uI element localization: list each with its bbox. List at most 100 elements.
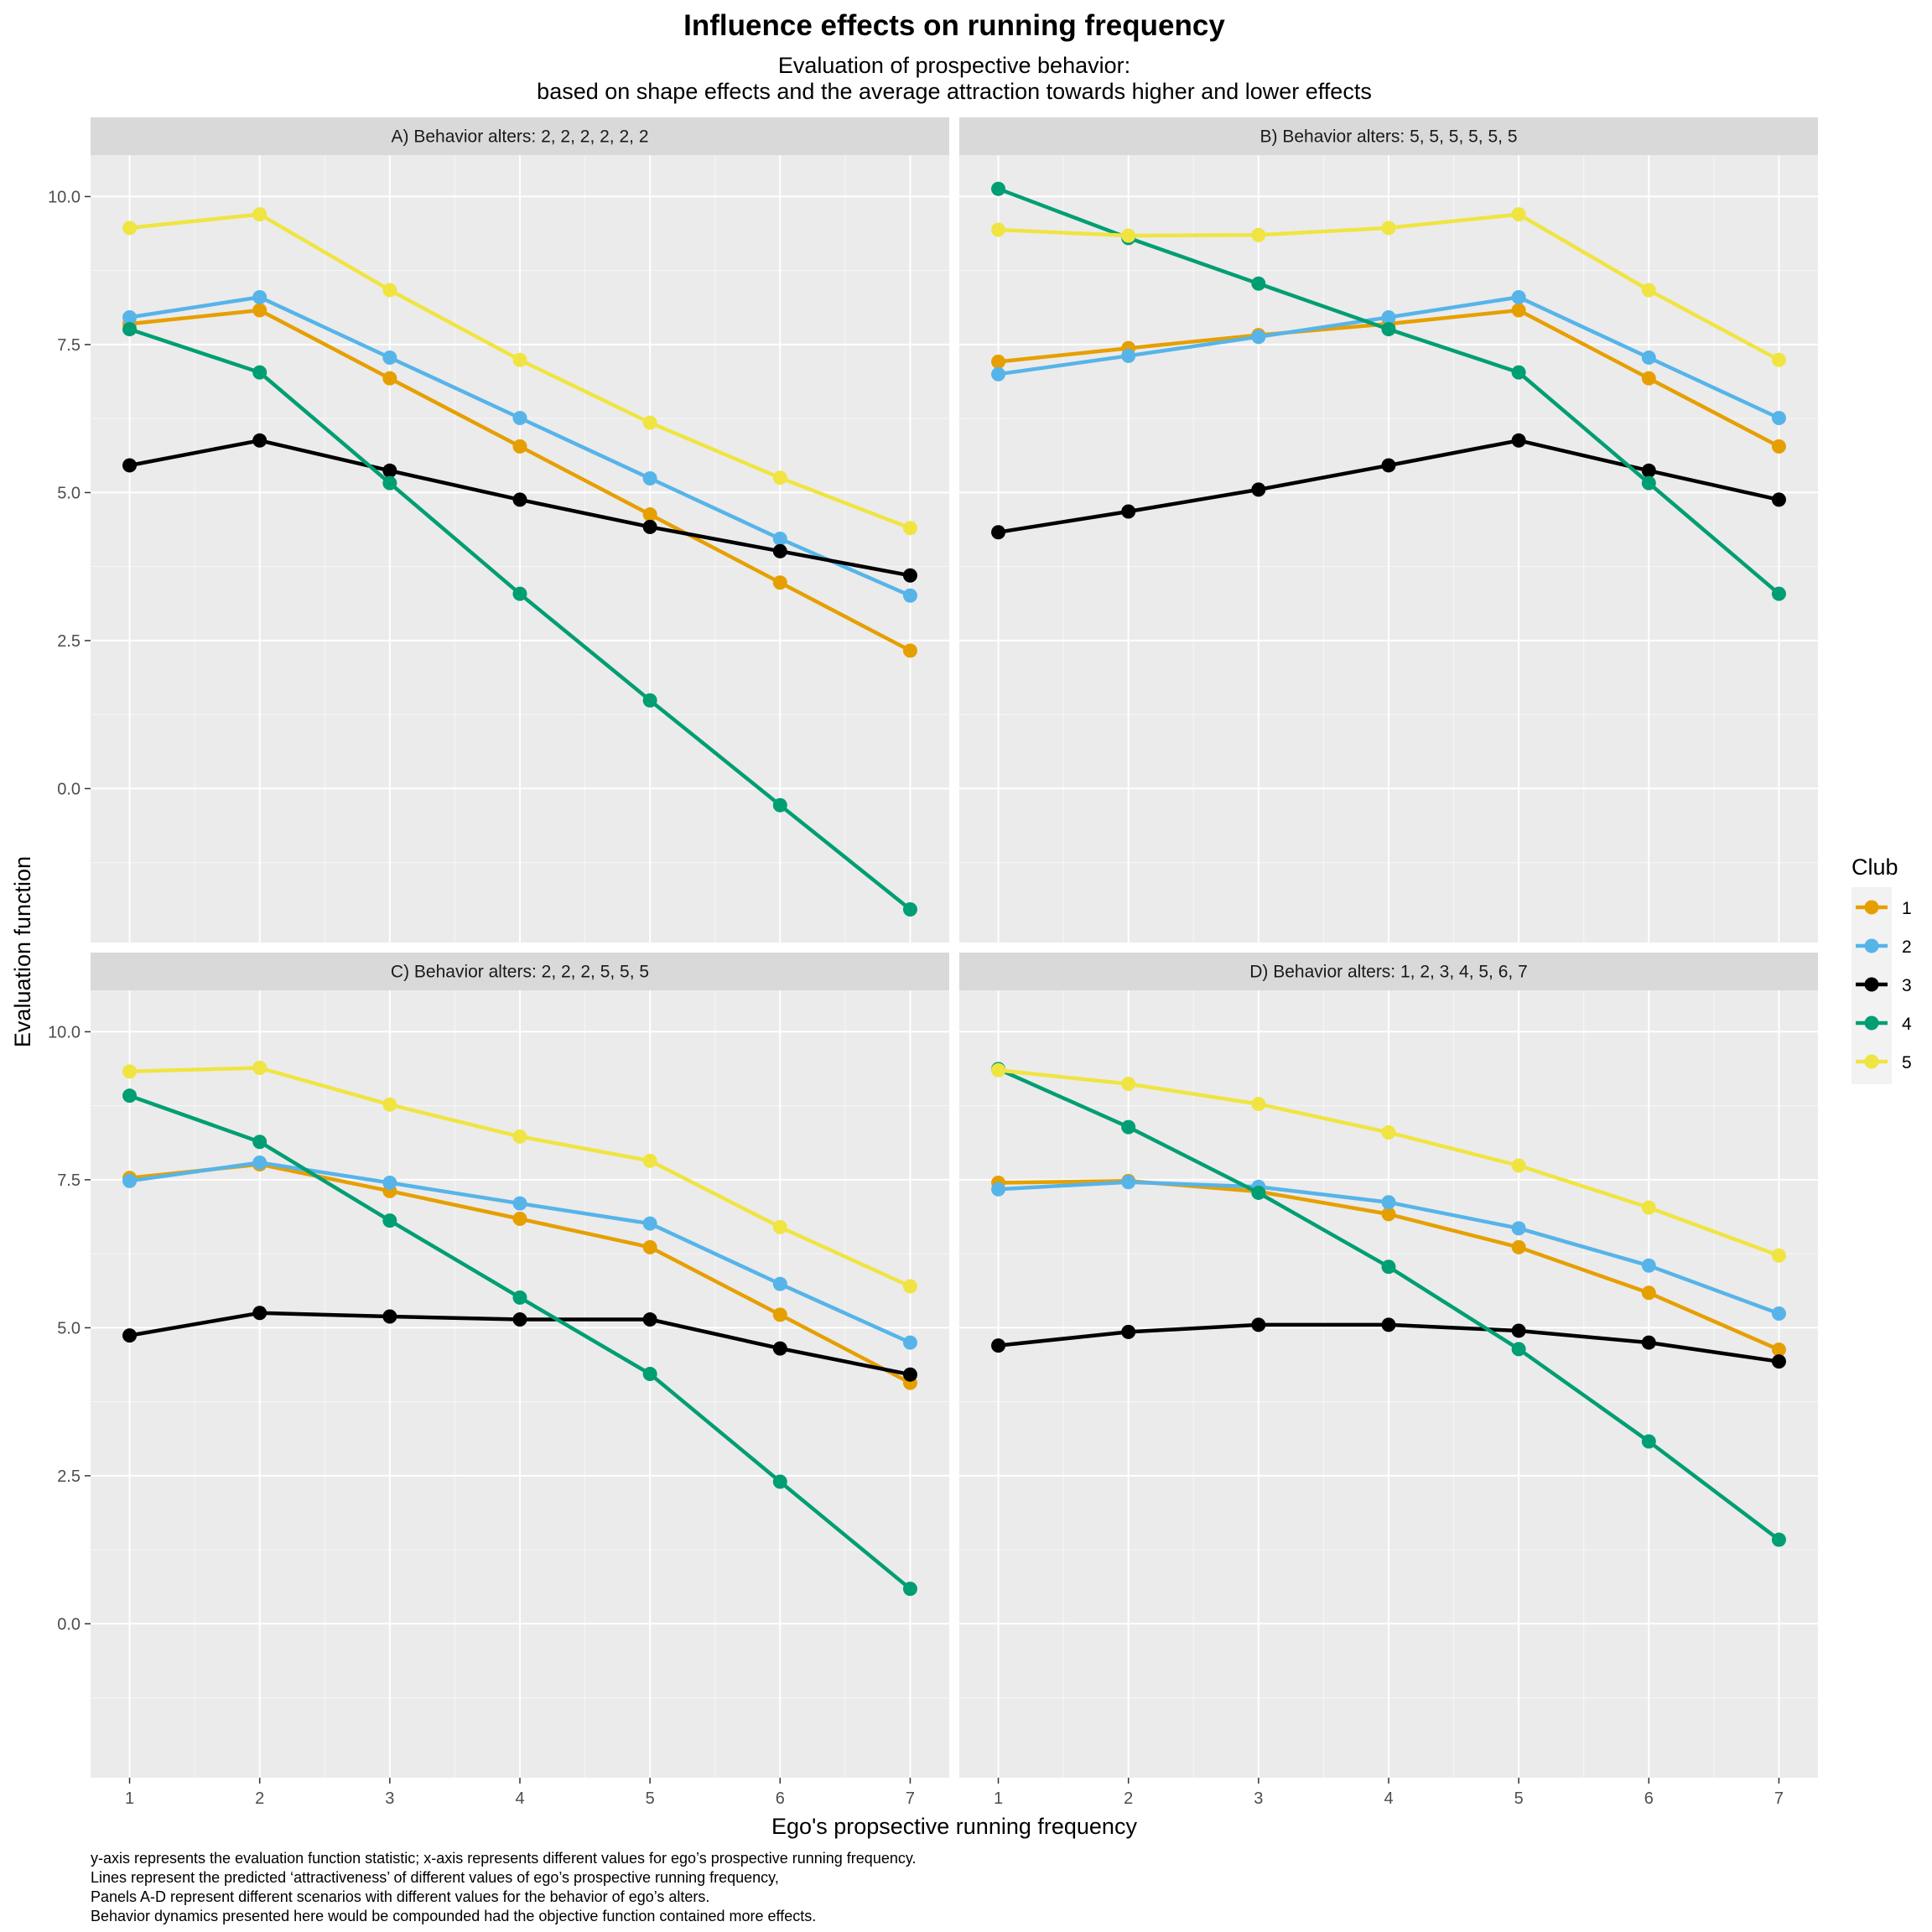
data-point-club-4 bbox=[902, 901, 917, 917]
data-point-club-4 bbox=[772, 1474, 787, 1489]
legend-key-point bbox=[1864, 1015, 1879, 1031]
data-point-club-3 bbox=[1121, 1324, 1136, 1339]
data-point-club-4 bbox=[1771, 1532, 1786, 1547]
data-point-club-2 bbox=[1641, 350, 1656, 365]
caption: y-axis represents the evaluation functio… bbox=[91, 1850, 917, 1924]
data-point-club-2 bbox=[1381, 309, 1396, 325]
x-tick-label: 2 bbox=[255, 1789, 264, 1808]
data-point-club-5 bbox=[1251, 1097, 1266, 1112]
data-point-club-2 bbox=[252, 289, 267, 304]
data-point-club-5 bbox=[902, 1279, 917, 1294]
data-point-club-4 bbox=[252, 365, 267, 380]
x-tick-label: 6 bbox=[1644, 1789, 1654, 1808]
data-point-club-2 bbox=[772, 531, 787, 546]
data-point-club-1 bbox=[1641, 1285, 1656, 1301]
data-point-club-2 bbox=[642, 470, 657, 486]
series-club-4 bbox=[122, 322, 917, 917]
data-point-club-3 bbox=[1641, 463, 1656, 478]
data-point-club-3 bbox=[1511, 433, 1526, 448]
data-point-club-3 bbox=[1771, 492, 1786, 507]
data-point-club-1 bbox=[1771, 1343, 1786, 1358]
x-tick-label: 1 bbox=[994, 1789, 1003, 1808]
data-point-club-5 bbox=[252, 1060, 267, 1075]
data-point-club-5 bbox=[1641, 1200, 1656, 1215]
data-point-club-2 bbox=[1251, 330, 1266, 345]
x-tick-label: 3 bbox=[385, 1789, 394, 1808]
panel-strip bbox=[91, 117, 949, 155]
y-tick-label: 10.0 bbox=[48, 188, 80, 206]
data-point-club-1 bbox=[1641, 371, 1656, 386]
series-club-5 bbox=[991, 207, 1786, 367]
data-point-club-1 bbox=[252, 303, 267, 318]
data-point-club-1 bbox=[902, 643, 917, 658]
legend-key-point bbox=[1864, 1054, 1879, 1069]
data-point-club-3 bbox=[1381, 1317, 1396, 1332]
data-point-club-3 bbox=[772, 1341, 787, 1356]
data-point-club-4 bbox=[642, 693, 657, 708]
panel-strip bbox=[959, 953, 1818, 990]
data-point-club-4 bbox=[122, 1088, 138, 1104]
series-club-3 bbox=[122, 1306, 917, 1382]
chart-subtitle-line-2: based on shape effects and the average a… bbox=[537, 79, 1372, 104]
data-point-club-4 bbox=[512, 1290, 527, 1305]
data-point-club-4 bbox=[642, 1366, 657, 1381]
panel-strip bbox=[91, 953, 949, 990]
data-point-club-5 bbox=[991, 222, 1006, 237]
data-point-club-3 bbox=[512, 1312, 527, 1327]
data-point-club-5 bbox=[1641, 283, 1656, 298]
y-tick-label: 5.0 bbox=[57, 484, 80, 502]
data-point-club-3 bbox=[122, 1328, 138, 1343]
data-point-club-3 bbox=[902, 568, 917, 583]
caption-line-4: Behavior dynamics presented here would b… bbox=[91, 1908, 816, 1924]
data-point-club-4 bbox=[382, 1213, 397, 1228]
series-club-3 bbox=[122, 433, 917, 583]
data-point-club-2 bbox=[772, 1276, 787, 1291]
data-point-club-2 bbox=[902, 588, 917, 603]
data-point-club-5 bbox=[122, 1064, 138, 1079]
data-point-club-5 bbox=[512, 1129, 527, 1144]
data-point-club-5 bbox=[902, 521, 917, 536]
data-point-club-1 bbox=[991, 354, 1006, 369]
series-club-4 bbox=[122, 1088, 917, 1597]
data-point-club-5 bbox=[772, 470, 787, 486]
x-tick-label: 4 bbox=[515, 1789, 524, 1808]
data-point-club-3 bbox=[252, 1306, 267, 1321]
data-point-club-5 bbox=[642, 415, 657, 430]
series-club-2 bbox=[122, 1155, 917, 1350]
panel-2: B) Behavior alters: 5, 5, 5, 5, 5, 5 bbox=[959, 117, 1818, 943]
data-point-club-1 bbox=[772, 1307, 787, 1322]
data-point-club-5 bbox=[382, 283, 397, 298]
data-point-club-5 bbox=[1381, 221, 1396, 236]
facet-panels: A) Behavior alters: 2, 2, 2, 2, 2, 2 0.0 2… bbox=[48, 117, 1818, 1808]
data-point-club-5 bbox=[1511, 1158, 1526, 1173]
panel-1: A) Behavior alters: 2, 2, 2, 2, 2, 2 0.0 2… bbox=[48, 117, 949, 943]
data-point-club-5 bbox=[1511, 207, 1526, 222]
x-tick-label: 2 bbox=[1124, 1789, 1133, 1808]
data-point-club-5 bbox=[512, 352, 527, 367]
data-point-club-1 bbox=[772, 575, 787, 590]
data-point-club-2 bbox=[512, 410, 527, 425]
data-point-club-1 bbox=[642, 1239, 657, 1254]
data-point-club-2 bbox=[122, 309, 138, 325]
data-point-club-2 bbox=[122, 1173, 138, 1188]
panel-strip bbox=[959, 117, 1818, 155]
data-point-club-3 bbox=[1381, 458, 1396, 473]
data-point-club-4 bbox=[1771, 586, 1786, 601]
legend-item-3: 3 bbox=[1856, 976, 1912, 995]
data-point-club-2 bbox=[382, 350, 397, 365]
data-point-club-2 bbox=[1511, 1221, 1526, 1236]
legend-label: 1 bbox=[1902, 899, 1912, 918]
data-point-club-3 bbox=[1251, 482, 1266, 497]
y-tick-label: 7.5 bbox=[57, 336, 80, 355]
data-point-club-2 bbox=[382, 1175, 397, 1190]
data-point-club-4 bbox=[1641, 1434, 1656, 1449]
data-point-club-3 bbox=[1771, 1354, 1786, 1369]
y-tick-label: 2.5 bbox=[57, 1467, 80, 1486]
legend-label: 2 bbox=[1902, 937, 1912, 957]
data-point-club-5 bbox=[772, 1219, 787, 1234]
x-tick-label: 7 bbox=[1774, 1789, 1784, 1808]
data-point-club-4 bbox=[512, 586, 527, 601]
data-point-club-1 bbox=[1511, 1239, 1526, 1254]
x-tick-label: 5 bbox=[1514, 1789, 1524, 1808]
